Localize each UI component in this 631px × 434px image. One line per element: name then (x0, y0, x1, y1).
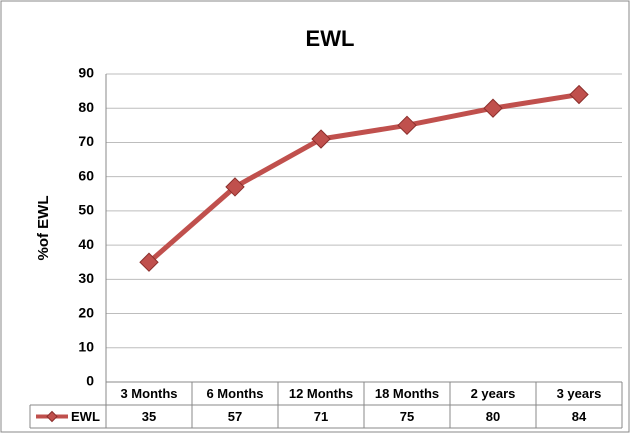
chart-title: EWL (306, 26, 355, 51)
y-tick-label: 50 (78, 202, 94, 218)
y-tick-label: 30 (78, 270, 94, 286)
y-tick-label: 60 (78, 167, 94, 183)
data-table-value: 75 (400, 409, 414, 424)
x-tick-label: 3 Months (120, 386, 177, 401)
y-tick-label: 80 (78, 99, 94, 115)
data-table-value: 71 (314, 409, 328, 424)
y-tick-label: 90 (78, 65, 94, 81)
marker (483, 98, 503, 118)
marker (139, 252, 159, 272)
data-table-value: 57 (228, 409, 242, 424)
data-table-value: 80 (486, 409, 500, 424)
marker (397, 115, 417, 136)
x-tick-label: 18 Months (375, 386, 439, 401)
x-tick-label: 3 years (557, 386, 602, 401)
x-tick-label: 6 Months (206, 386, 263, 401)
y-tick-label: 10 (78, 338, 94, 354)
y-axis-label: %of EWL (35, 196, 52, 261)
y-tick-label: 20 (78, 304, 94, 320)
series-line (147, 92, 580, 265)
marker (225, 177, 245, 197)
legend-label: EWL (71, 409, 100, 424)
marker (569, 84, 589, 105)
marker (311, 129, 331, 149)
y-tick-label: 0 (86, 373, 94, 389)
data-table-value: 35 (142, 409, 156, 424)
y-tick-label: 70 (78, 133, 94, 149)
data-table-value: 84 (572, 409, 587, 424)
x-tick-label: 2 years (471, 386, 516, 401)
legend-marker (46, 410, 58, 423)
y-tick-label: 40 (78, 236, 94, 252)
x-tick-label: 12 Months (289, 386, 353, 401)
